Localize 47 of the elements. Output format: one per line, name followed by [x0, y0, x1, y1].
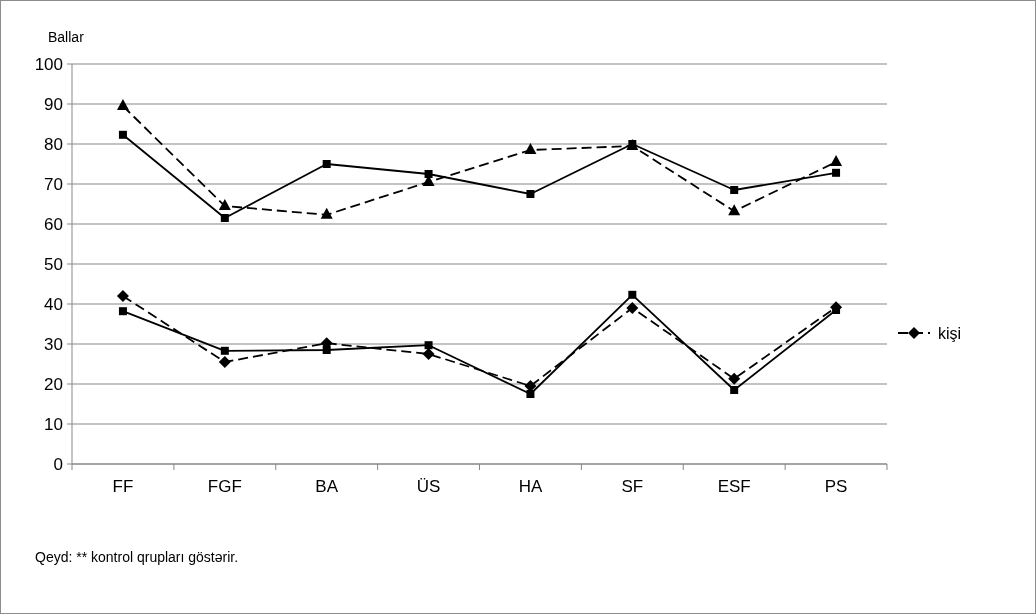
y-tick-label: 70: [44, 174, 63, 194]
point: [728, 372, 741, 385]
x-tick-label: FGF: [207, 477, 242, 496]
y-tick-label: 60: [44, 214, 63, 234]
point: [524, 143, 537, 154]
text: Qeyd: ** kontrol qrupları göstərir.: [35, 549, 239, 565]
point: [830, 155, 843, 166]
y-tick-label: 90: [44, 94, 63, 114]
x-tick-label: SF: [621, 477, 644, 496]
point: [730, 186, 739, 194]
y-tick-label: 100: [34, 54, 63, 74]
y-axis-title: Ballar: [48, 29, 85, 45]
point: [116, 99, 129, 110]
point: [628, 290, 637, 299]
y-tick-label: 10: [44, 414, 63, 434]
point: [118, 307, 127, 316]
y-tick-label: 0: [53, 454, 63, 474]
point: [220, 346, 229, 355]
point: [422, 348, 435, 360]
y-tick-label: 30: [44, 334, 63, 354]
point: [728, 204, 741, 216]
point: [218, 199, 231, 210]
point: [220, 214, 229, 222]
point: [218, 356, 231, 368]
y-tick-label: 20: [44, 374, 63, 394]
point: [526, 390, 535, 398]
point: [730, 386, 739, 394]
point: [424, 170, 433, 178]
x-tick-label: BA: [315, 477, 339, 496]
legend-label: kişi: [938, 324, 962, 342]
point: [322, 346, 331, 354]
x-tick-label: HA: [518, 477, 543, 496]
point: [116, 290, 129, 302]
y-tick-label: 40: [44, 294, 63, 314]
x-tick-label: PS: [824, 477, 848, 496]
y-tick-label: 50: [44, 254, 63, 274]
point: [118, 130, 127, 139]
x-tick-label: ESF: [717, 477, 751, 496]
point: [526, 190, 535, 198]
point: [626, 302, 639, 314]
point: [320, 207, 333, 219]
point: [832, 168, 841, 177]
x-tick-label: ÜS: [416, 477, 441, 496]
y-tick-label: 80: [44, 134, 63, 154]
x-tick-label: FF: [112, 477, 134, 496]
point: [424, 341, 433, 350]
point: [322, 160, 331, 168]
